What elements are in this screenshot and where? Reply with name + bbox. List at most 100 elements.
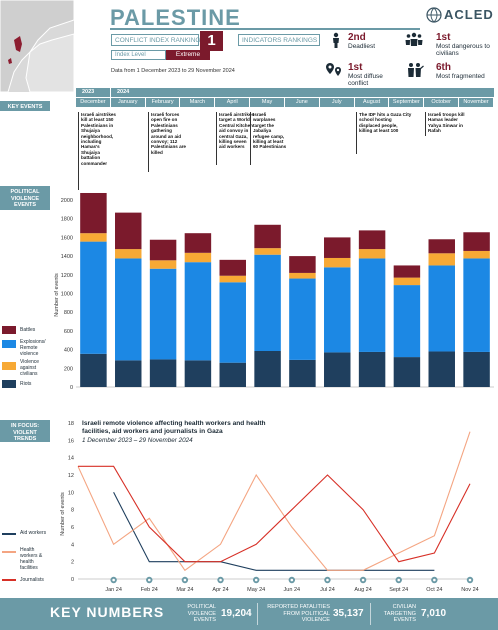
indicator-label: Deadliest (348, 43, 376, 50)
bar-segment (289, 272, 316, 279)
indicator-rank: 2nd (348, 32, 366, 43)
bar-segment (184, 252, 212, 263)
x-tick-label: Apr 24 (212, 587, 228, 593)
page-title: PALESTINE (110, 5, 241, 30)
bar-segment (393, 357, 421, 387)
bar-segment (254, 254, 281, 352)
indicator-rank: 1st (348, 62, 363, 73)
x-tick-label: Sept 24 (389, 587, 408, 593)
y-tick-label: 6 (71, 525, 74, 531)
key-numbers-title: KEY NUMBERS (50, 604, 165, 620)
timeline-marker-dot (397, 578, 401, 582)
y-tick-label: 12 (68, 473, 74, 479)
indicator-rank: 6th (436, 62, 451, 73)
bar-segment (184, 262, 212, 361)
legend-label-vac: Violence against civilians (20, 359, 40, 377)
legend-swatch-aid (2, 533, 16, 535)
month-label: May (250, 98, 285, 107)
timeline-marker-dot (326, 578, 329, 582)
region-map (0, 0, 75, 93)
y-axis-label: Number of events (60, 492, 66, 536)
bar-segment (184, 233, 212, 253)
timeline-marker-dot (183, 578, 187, 582)
bar-segment (358, 249, 386, 259)
conflict-index-label: CONFLICT INDEX RANKING (111, 34, 200, 46)
y-tick-label: 1400 (61, 254, 73, 260)
x-tick-label: Nov 24 (461, 587, 478, 593)
year-2023: 2023 (76, 88, 110, 97)
bar-segment (219, 282, 246, 363)
month-label: February (145, 98, 181, 107)
indicator-diffuse-text: 1st Most diffuse conflict (348, 62, 398, 87)
bar-segment (184, 360, 212, 387)
y-tick-label: 2 (71, 560, 74, 566)
line-chart-legend: Aid workers Health workers & health faci… (2, 530, 52, 586)
bar-segment (428, 265, 455, 352)
y-tick-label: 1600 (61, 235, 73, 241)
bar-segment (115, 360, 142, 387)
bar-segment (289, 359, 316, 387)
map-pins-icon (326, 63, 341, 76)
indicator-label: Most dangerous to civilians (436, 43, 490, 57)
bar-segment (254, 351, 281, 387)
bar-segment (324, 352, 351, 387)
bar-segment (289, 256, 316, 273)
bar-segment (324, 267, 351, 353)
legend-swatch-health (2, 551, 16, 553)
series-line (113, 492, 435, 571)
y-axis-label: Number of events (54, 273, 60, 317)
bar-segment (149, 268, 177, 360)
month-label: December (76, 98, 111, 107)
y-tick-label: 400 (64, 348, 73, 354)
acled-logo-text: ACLED (444, 7, 494, 22)
bar-segment (428, 239, 455, 254)
y-tick-label: 0 (71, 577, 74, 583)
bar-segment (358, 351, 386, 387)
legend-label-health: Health workers & health facilities (20, 547, 43, 571)
title-divider (110, 28, 420, 30)
x-tick-label: Jun 24 (284, 587, 301, 593)
key-number-separator (257, 603, 258, 625)
bar-segment (254, 248, 281, 255)
key-number-value: 19,204 (221, 608, 252, 619)
y-tick-label: 600 (64, 329, 73, 335)
y-tick-label: 2000 (61, 198, 73, 204)
key-event-october: Israeli troops kill Hamas leader Yahya S… (425, 112, 465, 136)
indicator-fragmented-text: 6th Most fragmented (436, 62, 485, 80)
bar-segment (149, 239, 177, 261)
bar-segment (219, 259, 246, 276)
bar-segment (219, 275, 246, 283)
month-label: August (354, 98, 390, 107)
bar-segment (428, 351, 455, 387)
month-label: March (180, 98, 216, 107)
key-numbers-bar (0, 598, 498, 630)
legend-label-journalists: Journalists (20, 577, 44, 583)
y-tick-label: 10 (68, 490, 74, 496)
sidebar-key-events: KEY EVENTS (0, 101, 50, 111)
bar-segment (463, 258, 490, 352)
y-tick-label: 1000 (61, 292, 73, 298)
bar-segment (115, 212, 142, 250)
year-2024: 2024 (111, 88, 494, 97)
bar-segment (149, 359, 177, 387)
indicator-label: Most diffuse conflict (348, 73, 383, 87)
y-tick-label: 8 (71, 508, 74, 514)
key-number-label: CIVILIAN TARGETING EVENTS (383, 604, 416, 624)
person-icon (333, 32, 339, 48)
acled-globe-icon (426, 7, 442, 23)
key-number-separator (370, 603, 371, 625)
timeline-marker-dot (112, 578, 115, 582)
bar-segment (428, 253, 455, 266)
timeline-marker-dot (219, 578, 222, 582)
y-tick-label: 4 (71, 542, 74, 548)
series-line (78, 465, 471, 563)
month-label: October (424, 98, 460, 107)
legend-swatch-riots (2, 380, 16, 388)
legend-label-riots: Riots (20, 381, 32, 387)
political-violence-bar-chart: 0 200 400 600 800 1000 1200 1400 1600 1800 2000 Num… (54, 192, 494, 390)
bar-segment (80, 353, 107, 387)
key-event-april: Israeli airstrikes target a World Centra… (216, 112, 254, 165)
legend-label-battles: Battles (20, 327, 36, 333)
key-event-may: Israeli warplanes target the Jabaliya re… (250, 112, 288, 165)
y-tick-label: 16 (68, 438, 74, 444)
